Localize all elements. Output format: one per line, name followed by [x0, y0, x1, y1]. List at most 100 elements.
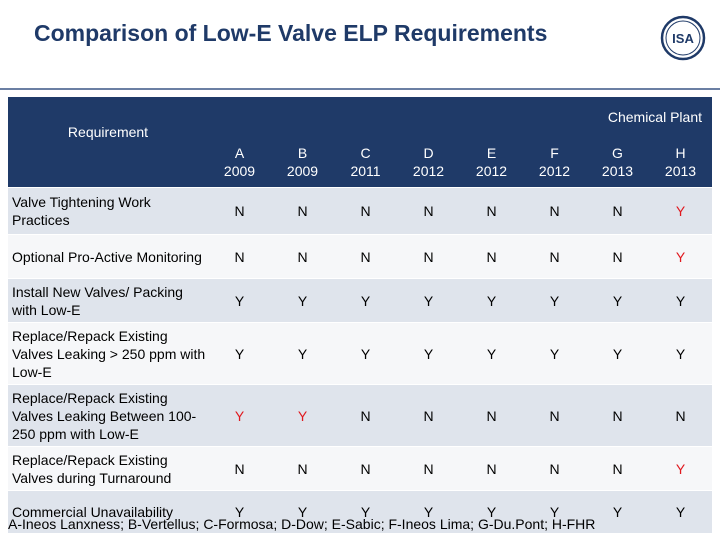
- column-header-row: A 2009 B 2009 C 2011 D 2012 E 2012 F 2012 G 2013 H 2013: [8, 137, 712, 188]
- value-cell: N: [423, 407, 434, 424]
- value-cell: Y: [486, 292, 497, 309]
- value-cell: Y: [234, 345, 245, 362]
- value-cell: N: [234, 203, 245, 219]
- value-cell: N: [486, 248, 497, 265]
- column-letter: C: [360, 145, 371, 161]
- value-cell: Y: [486, 345, 497, 362]
- value-cell: N: [297, 248, 308, 265]
- value-cell: Y: [486, 503, 497, 520]
- column-header-h: H 2013: [649, 137, 712, 188]
- value-cell: Y: [675, 203, 686, 219]
- value-cell: Y: [234, 292, 245, 309]
- value-cell: Y: [297, 407, 308, 424]
- column-header-g: G 2013: [586, 137, 649, 188]
- header-divider: [0, 88, 720, 90]
- value-cell: Y: [612, 345, 623, 362]
- column-header-a: A 2009: [208, 137, 271, 188]
- value-cell: N: [612, 248, 623, 265]
- value-cell: Y: [234, 503, 245, 520]
- table-row: Replace/Repack Existing Valves Leaking B…: [8, 384, 712, 447]
- value-cell: Y: [360, 345, 371, 362]
- value-cell: Y: [297, 345, 308, 362]
- column-year: 2012: [538, 163, 571, 179]
- value-cell: N: [234, 460, 245, 477]
- value-cell: Y: [360, 503, 371, 520]
- column-year: 2013: [601, 163, 634, 179]
- table-body: Valve Tightening Work Practices N N N N N N N Y O…: [8, 187, 712, 533]
- value-cell: N: [486, 203, 497, 219]
- table-row: Optional Pro-Active Monitoring N N N N N N N Y: [8, 234, 712, 279]
- value-cell: N: [360, 248, 371, 265]
- requirement-label: Replace/Repack Existing Valves during Tu…: [12, 451, 172, 486]
- value-cell: N: [549, 460, 560, 477]
- table-row: Replace/Repack Existing Valves during Tu…: [8, 446, 712, 491]
- column-header-e: E 2012: [460, 137, 523, 188]
- value-cell: N: [234, 248, 245, 265]
- isa-logo-icon: ISA: [660, 15, 706, 61]
- column-letter: D: [423, 145, 434, 161]
- value-cell: Y: [675, 460, 686, 477]
- column-year: 2013: [664, 163, 697, 179]
- requirement-label: Valve Tightening Work Practices: [12, 194, 151, 228]
- value-cell: Y: [675, 248, 686, 265]
- column-year: 2009: [223, 163, 256, 179]
- column-year: 2012: [412, 163, 445, 179]
- value-cell: Y: [549, 292, 560, 309]
- value-cell: N: [360, 460, 371, 477]
- value-cell: N: [486, 460, 497, 477]
- requirement-header: Requirement: [8, 97, 208, 188]
- value-cell: N: [549, 407, 560, 424]
- table-row: Install New Valves/ Packing with Low-E Y Y…: [8, 278, 712, 323]
- value-cell: N: [612, 203, 623, 219]
- value-cell: Y: [612, 292, 623, 309]
- column-header-d: D 2012: [397, 137, 460, 188]
- requirement-label: Commercial Unavailability: [12, 503, 174, 520]
- table-row: Valve Tightening Work Practices N N N N N N N Y: [8, 187, 712, 235]
- value-cell: N: [675, 407, 686, 424]
- logo-text: ISA: [672, 31, 694, 46]
- value-cell: Y: [675, 503, 686, 520]
- table-row: Replace/Repack Existing Valves Leaking >…: [8, 322, 712, 385]
- slide-title: Comparison of Low-E Valve ELP Requiremen…: [34, 20, 548, 46]
- value-cell: Y: [549, 345, 560, 362]
- column-letter: B: [297, 145, 308, 161]
- value-cell: N: [423, 203, 434, 219]
- value-cell: Y: [675, 345, 686, 362]
- value-cell: N: [360, 203, 371, 219]
- value-cell: Y: [234, 407, 245, 424]
- value-cell: Y: [612, 503, 623, 520]
- value-cell: N: [549, 203, 560, 219]
- value-cell: N: [549, 248, 560, 265]
- column-header-b: B 2009: [271, 137, 334, 188]
- column-year: 2012: [475, 163, 508, 179]
- column-header-f: F 2012: [523, 137, 586, 188]
- value-cell: N: [360, 407, 371, 424]
- value-cell: Y: [423, 503, 434, 520]
- footnote: A-Ineos Lanxness; B-Vertellus; C-Formosa…: [8, 516, 596, 532]
- value-cell: N: [423, 460, 434, 477]
- value-cell: N: [612, 407, 623, 424]
- value-cell: Y: [423, 292, 434, 309]
- column-letter: H: [675, 145, 686, 161]
- requirement-label: Replace/Repack Existing Valves Leaking >…: [12, 327, 206, 380]
- requirement-label: Optional Pro-Active Monitoring: [12, 248, 202, 265]
- value-cell: Y: [423, 345, 434, 362]
- comparison-table: Requirement Chemical Plant A 2009 B 2009 C 20…: [8, 97, 712, 533]
- value-cell: Y: [360, 292, 371, 309]
- value-cell: Y: [297, 292, 308, 309]
- value-cell: Y: [297, 503, 308, 520]
- value-cell: N: [297, 203, 308, 219]
- column-letter: F: [550, 145, 559, 161]
- value-cell: N: [486, 407, 497, 424]
- column-letter: A: [234, 145, 245, 161]
- value-cell: Y: [675, 292, 686, 309]
- column-year: 2011: [350, 163, 381, 179]
- value-cell: Y: [549, 503, 560, 520]
- chemical-plant-header: Chemical Plant: [208, 97, 712, 137]
- column-year: 2009: [286, 163, 319, 179]
- requirement-label: Install New Valves/ Packing with Low-E: [12, 283, 183, 318]
- table-row: Commercial Unavailability Y Y Y Y Y Y Y Y: [8, 490, 712, 533]
- requirement-label: Replace/Repack Existing Valves Leaking B…: [12, 389, 197, 442]
- value-cell: N: [612, 460, 623, 477]
- value-cell: N: [423, 248, 434, 265]
